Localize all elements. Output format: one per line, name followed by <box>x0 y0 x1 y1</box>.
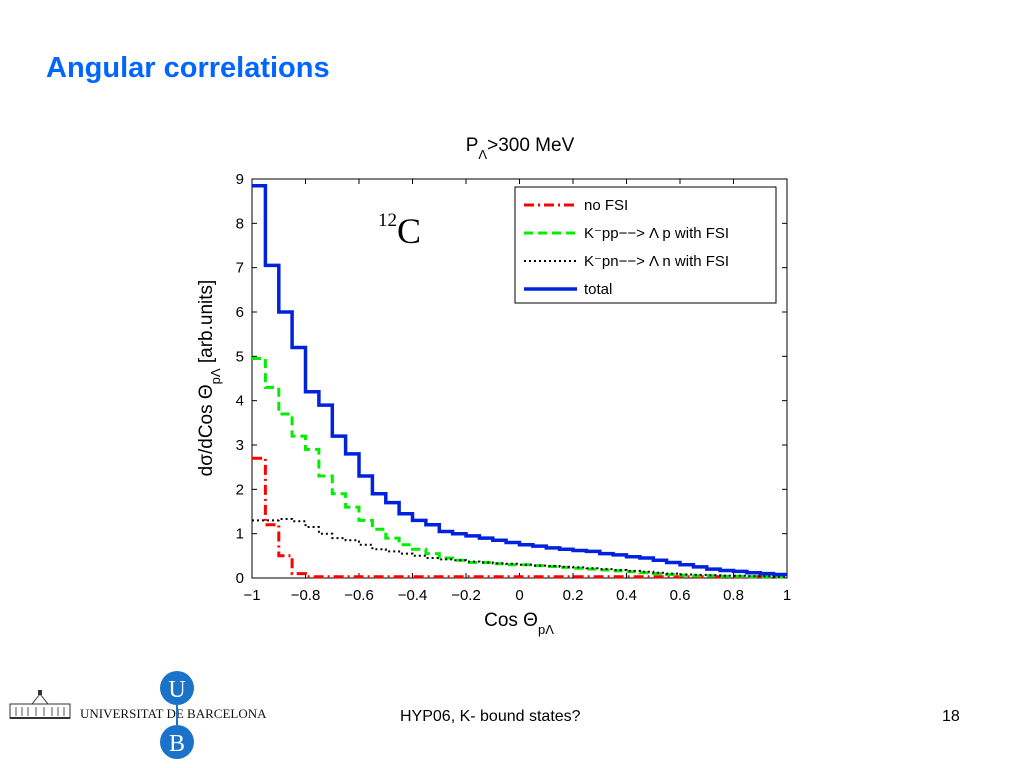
x-axis-label-main: Cos Θ <box>484 610 538 631</box>
chart-title-main: P <box>466 135 479 156</box>
y-tick-label: 1 <box>236 526 244 543</box>
university-building-icon <box>9 690 71 719</box>
y-tick-label: 7 <box>236 260 244 277</box>
y-tick-label: 9 <box>236 171 244 188</box>
chart-title-rest: >300 MeV <box>487 135 574 156</box>
x-tick-label: 0.6 <box>670 587 691 604</box>
x-tick-label: 0.4 <box>616 587 637 604</box>
y-tick-label: 0 <box>236 570 244 587</box>
y-tick-label: 8 <box>236 215 244 232</box>
series-line-0 <box>252 456 787 579</box>
annotation-sup: 12 <box>378 210 397 231</box>
y-tick-label: 5 <box>236 348 244 365</box>
series-line-2 <box>252 518 787 578</box>
page-number: 18 <box>942 708 960 725</box>
chart-title: PΛ>300 MeV <box>466 135 575 162</box>
x-tick-label: −0.6 <box>344 587 374 604</box>
legend-label: no FSI <box>584 197 628 214</box>
annotation-carbon: 12C <box>378 210 421 251</box>
y-tick-label: 6 <box>236 304 244 321</box>
y-axis-label-sub: pΛ <box>208 368 223 384</box>
x-tick-label: −0.2 <box>451 587 481 604</box>
legend: no FSI K⁻pp−−> Λ p with FSI K⁻pn−−> Λ n wi… <box>514 186 777 304</box>
x-tick-label: −0.4 <box>398 587 428 604</box>
y-tick-label: 4 <box>236 393 244 410</box>
x-tick-label: 1 <box>783 587 791 604</box>
x-axis-label: Cos ΘpΛ <box>484 610 554 637</box>
x-tick-label: 0.2 <box>563 587 584 604</box>
legend-box <box>514 186 777 304</box>
y-axis-label-rest: [arb.units] <box>196 280 217 369</box>
university-seal-icon: U B <box>160 671 194 759</box>
seal-letter-u: U <box>168 677 185 703</box>
seal-letter-b: B <box>169 731 185 757</box>
y-axis-label-main: dσ/dCos Θ <box>196 384 217 476</box>
x-tick-label: 0 <box>515 587 523 604</box>
annotation-main: C <box>397 211 421 251</box>
y-tick-label: 2 <box>236 481 244 498</box>
x-axis-label-sub: pΛ <box>538 622 554 637</box>
legend-label: total <box>584 281 612 298</box>
y-tick-label: 3 <box>236 437 244 454</box>
university-name: UNIVERSITAT DE BARCELONA <box>80 706 267 721</box>
footer-caption: HYP06, K- bound states? <box>400 708 581 725</box>
legend-label: K⁻pp−−> Λ p with FSI <box>584 225 729 242</box>
legend-label: K⁻pn−−> Λ n with FSI <box>584 253 729 270</box>
y-axis-label: dσ/dCos ΘpΛ [arb.units] <box>196 280 223 477</box>
x-tick-label: −0.8 <box>291 587 321 604</box>
x-tick-label: −1 <box>243 587 260 604</box>
series-line-1 <box>252 357 787 579</box>
x-tick-label: 0.8 <box>723 587 744 604</box>
series-line-3 <box>252 183 787 577</box>
chart-title-sub: Λ <box>478 147 487 162</box>
slide-title: Angular correlations <box>46 52 330 84</box>
